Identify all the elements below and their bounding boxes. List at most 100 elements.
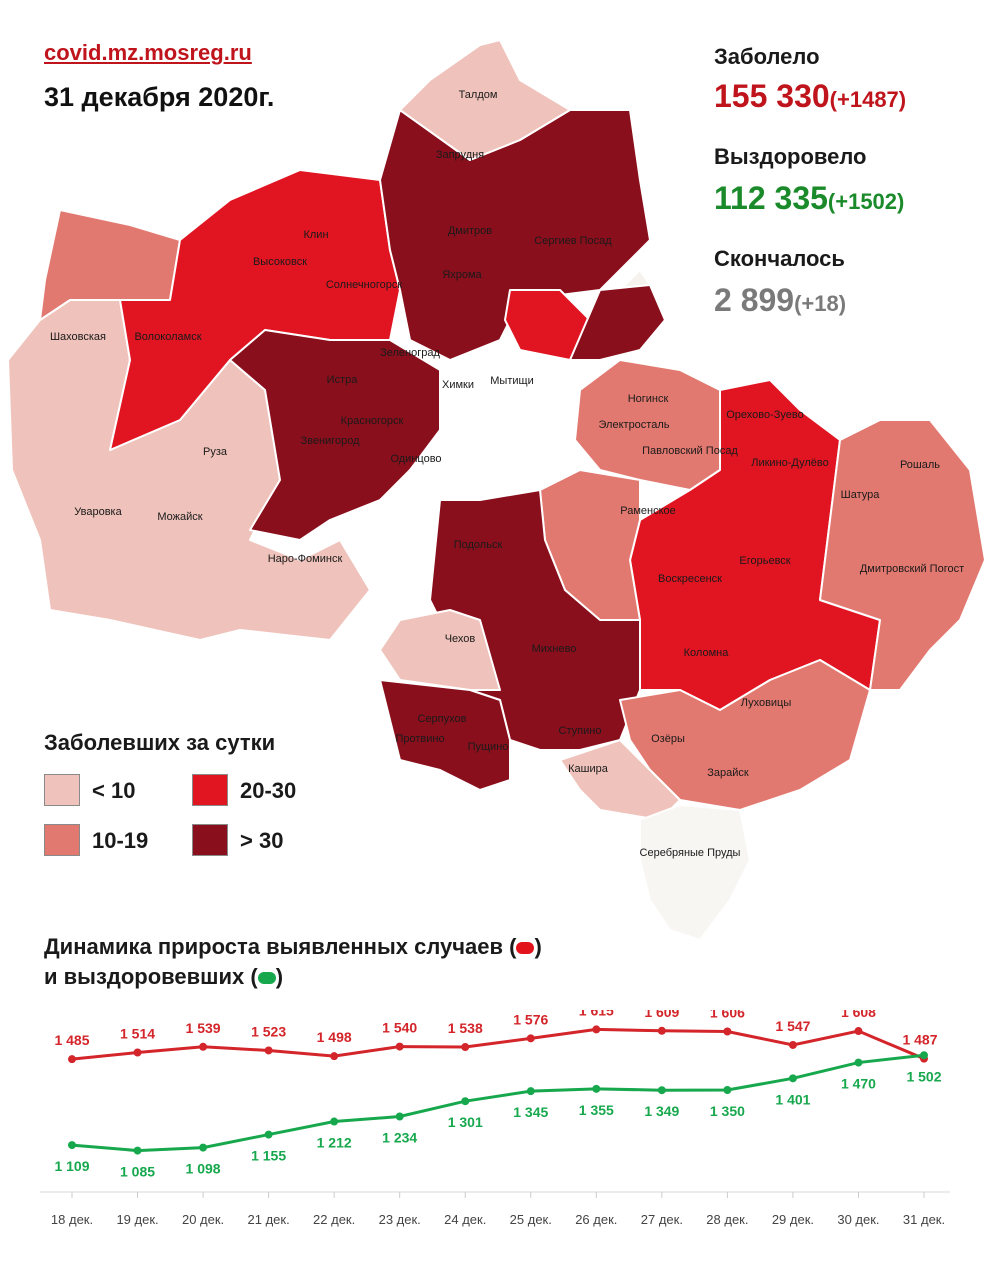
map-label-orekhovo-zuevo: Орехово-Зуево (726, 409, 804, 421)
x-tick-label: 20 дек. (182, 1212, 224, 1227)
sick-label: Заболело (714, 44, 820, 69)
map-label-odintsovo: Одинцово (390, 453, 441, 465)
map-label-naro-fominsk: Наро-Фоминск (268, 553, 343, 565)
green-series-marker-icon (257, 972, 276, 985)
data-label-cases: 1 539 (186, 1020, 221, 1036)
x-tick-label: 19 дек. (116, 1212, 158, 1227)
map-label-noginsk: Ногинск (628, 393, 669, 405)
region-klin (109, 169, 401, 451)
point-recovered (68, 1141, 76, 1150)
map-label-volokolamsk: Волоколамск (134, 331, 201, 343)
legend-swatch-gt30 (192, 824, 228, 856)
point-recovered (657, 1086, 666, 1095)
x-tick-label: 27 дек. (641, 1212, 683, 1227)
map-label-mikhnevo: Михнево (532, 643, 577, 655)
legend-label-lt10: < 10 (92, 778, 136, 803)
data-label-recovered: 1 085 (120, 1164, 155, 1180)
point-recovered (330, 1117, 339, 1126)
data-label-cases: 1 498 (317, 1029, 352, 1045)
point-recovered (723, 1086, 732, 1094)
series-line-recovered (71, 1053, 925, 1153)
chart-title-text-2: и выздоровевших ( (44, 964, 258, 989)
map-label-uvarovka: Уваровка (74, 506, 122, 518)
point-cases (264, 1046, 273, 1055)
chart-title-line1: Динамика прироста выявленных случаев () (44, 934, 542, 960)
map-label-stupino: Ступино (559, 725, 602, 737)
map-label-roshal: Рошаль (900, 459, 940, 471)
map-label-zvenigorod: Звенигород (300, 435, 360, 447)
x-tick-label: 22 дек. (313, 1212, 355, 1227)
data-label-cases: 1 547 (775, 1018, 810, 1034)
map-label-chekhov: Чехов (445, 633, 476, 645)
data-label-recovered: 1 349 (644, 1103, 679, 1119)
data-label-recovered: 1 234 (382, 1130, 417, 1146)
source-link[interactable]: covid.mz.mosreg.ru (44, 40, 252, 65)
map-label-zaprudnya: Запрудня (436, 149, 484, 161)
data-label-recovered: 1 109 (54, 1158, 89, 1174)
map-label-sergiev-posad: Сергиев Посад (534, 235, 612, 247)
point-recovered (461, 1097, 470, 1106)
map-label-mytishchi: Мытищи (490, 375, 533, 387)
chart-title-line2: и выздоровевших () (44, 964, 283, 990)
data-label-recovered: 1 502 (906, 1068, 941, 1084)
point-recovered (920, 1051, 928, 1060)
region-istra (229, 329, 441, 541)
map-label-khimki: Химки (442, 379, 474, 391)
legend-label-10-19: 10-19 (92, 828, 149, 853)
map-label-podolsk: Подольск (454, 539, 503, 551)
data-label-cases: 1 514 (120, 1026, 155, 1042)
data-label-cases: 1 609 (644, 1010, 679, 1020)
legend-label-gt30: > 30 (240, 828, 284, 853)
map-label-kashira: Кашира (568, 763, 609, 775)
x-tick-label: 29 дек. (772, 1212, 814, 1227)
x-tick-label: 26 дек. (575, 1212, 617, 1227)
data-label-cases: 1 487 (902, 1032, 937, 1048)
map-label-kolomna: Коломна (684, 647, 730, 659)
point-cases (133, 1048, 142, 1057)
data-label-cases: 1 523 (251, 1023, 286, 1039)
point-recovered (592, 1084, 601, 1093)
region-serpukhov (379, 679, 511, 791)
data-label-cases: 1 606 (710, 1010, 745, 1020)
map-label-elektrostal: Электросталь (599, 419, 670, 431)
sick-delta: (+1487) (829, 87, 907, 112)
x-tick-label: 30 дек. (837, 1212, 879, 1227)
recovered-stat: 112 335(+1502) (714, 180, 904, 217)
region-northeast-dark (569, 284, 666, 361)
legend-swatch-20-30 (192, 774, 228, 806)
point-recovered (395, 1112, 404, 1121)
x-tick-label: 21 дек. (248, 1212, 290, 1227)
x-tick-label: 25 дек. (510, 1212, 552, 1227)
map-label-zaraysk: Зарайск (707, 767, 749, 779)
line-chart: 18 дек. 19 дек. 20 дек. 21 дек. 22 дек. 23 де… (40, 1010, 950, 1227)
map-label-pavlovsky-posad: Павловский Посад (642, 445, 738, 457)
died-value: 2 899 (714, 282, 795, 318)
point-cases (592, 1025, 601, 1034)
point-cases (395, 1042, 404, 1051)
data-label-recovered: 1 301 (448, 1114, 483, 1130)
died-stat: 2 899(+18) (714, 282, 846, 319)
data-label-cases: 1 608 (841, 1010, 876, 1020)
point-recovered (133, 1146, 142, 1155)
region-taldom (399, 39, 571, 161)
chart-title-text-1: Динамика прироста выявленных случаев ( (44, 934, 517, 959)
x-tick-label: 28 дек. (706, 1212, 748, 1227)
recovered-label: Выздоровело (714, 144, 867, 169)
chart-title-end-1: ) (534, 934, 542, 959)
data-label-recovered: 1 355 (579, 1102, 614, 1118)
map-label-dmitrovsky-pogost: Дмитровский Погост (860, 563, 964, 575)
died-label: Скончалось (714, 246, 845, 271)
map-label-lukhovitsy: Луховицы (741, 697, 792, 709)
point-recovered (854, 1058, 863, 1067)
data-label-recovered: 1 212 (317, 1135, 352, 1151)
map-label-krasnogorsk: Красногорск (341, 415, 404, 427)
point-recovered (788, 1074, 797, 1083)
legend-swatch-lt10 (44, 774, 80, 806)
point-cases (461, 1043, 470, 1052)
region-chekhov (379, 609, 501, 691)
data-label-recovered: 1 350 (710, 1103, 745, 1119)
point-cases (526, 1034, 535, 1043)
moscow-city-hole (440, 391, 536, 486)
point-cases (723, 1027, 732, 1036)
recovered-delta: (+1502) (827, 189, 905, 214)
